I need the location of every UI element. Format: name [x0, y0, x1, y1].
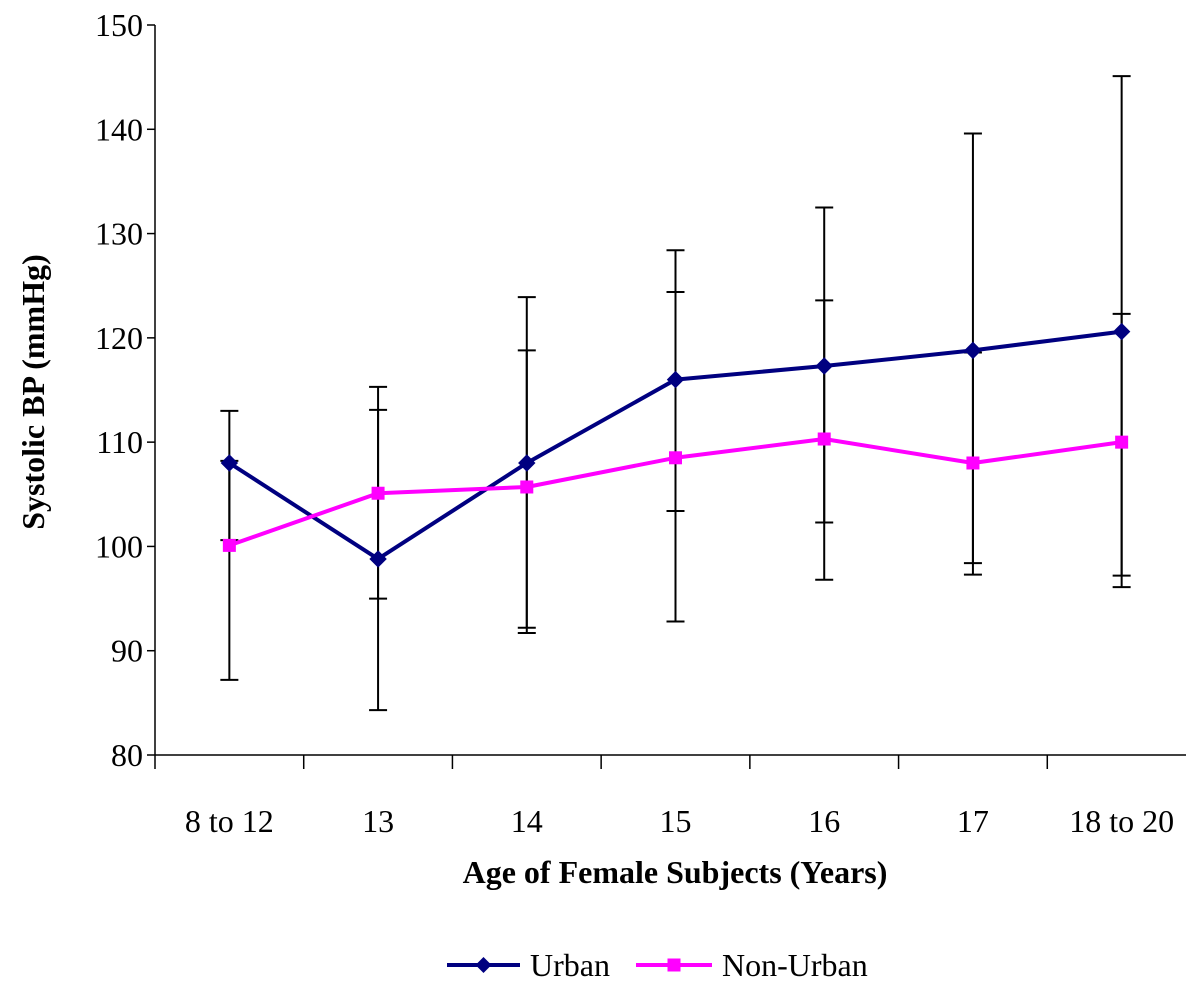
x-tick-label: 14	[511, 803, 543, 839]
x-tick-label: 13	[362, 803, 394, 839]
legend-marker-square	[667, 958, 681, 972]
chart-axes	[147, 24, 1186, 769]
data-point-diamond	[1112, 322, 1131, 341]
x-tick-label: 17	[957, 803, 989, 839]
data-point-diamond	[369, 550, 387, 568]
y-tick-label: 130	[95, 216, 143, 252]
y-tick-label: 90	[111, 633, 143, 669]
x-tick-label: 15	[660, 803, 692, 839]
data-point-square	[371, 486, 385, 500]
data-point-square	[222, 538, 236, 552]
data-point-diamond	[964, 341, 982, 360]
data-point-square	[520, 480, 534, 494]
y-tick-label: 80	[111, 737, 143, 773]
data-point-diamond	[220, 454, 239, 472]
y-tick-label: 110	[96, 424, 143, 460]
y-tick-label: 120	[95, 320, 143, 356]
data-point-diamond	[815, 357, 833, 375]
error-bars	[220, 75, 1131, 712]
data-point-square	[966, 456, 980, 470]
y-axis-title: Systolic BP (mmHg)	[15, 254, 51, 530]
data-point-diamond	[518, 454, 536, 472]
data-point-square	[817, 432, 831, 446]
legend-marker-diamond	[475, 957, 492, 973]
x-tick-label: 18 to 20	[1069, 803, 1174, 839]
y-tick-label: 100	[95, 528, 143, 564]
data-point-square	[1115, 435, 1129, 449]
legend-label-0: Urban	[530, 947, 610, 983]
legend-label-1: Non-Urban	[722, 947, 868, 983]
legend: Urban Non-Urban	[447, 947, 868, 983]
x-tick-label: 8 to 12	[185, 803, 274, 839]
data-point-diamond	[666, 370, 685, 389]
x-tick-label: 16	[808, 803, 840, 839]
data-point-square	[669, 451, 682, 465]
tick-labels: 80 90 100 110 120 130 140 150 8 to 12 13 14 15 16 17 1…	[95, 7, 1174, 839]
series-markers	[220, 322, 1131, 568]
x-axis-title: Age of Female Subjects (Years)	[463, 854, 888, 890]
y-tick-label: 140	[95, 111, 143, 147]
y-tick-label: 150	[95, 7, 143, 43]
